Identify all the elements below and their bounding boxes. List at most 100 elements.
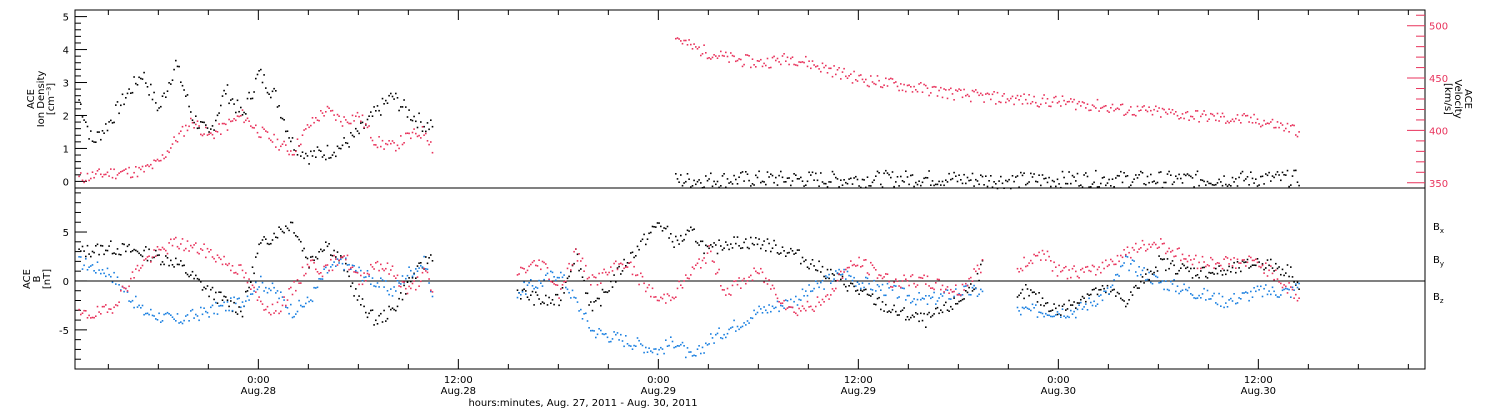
by-series-point	[658, 348, 660, 351]
by-series-point	[80, 256, 82, 258]
bx-series-point	[618, 265, 620, 268]
ion-density-series-point	[163, 92, 165, 95]
bx-series-point	[248, 286, 250, 289]
ion-density-series-point	[155, 102, 157, 104]
bx-series-point	[778, 253, 780, 255]
bx-series-point	[663, 227, 665, 229]
ion-density-series-point	[220, 104, 222, 107]
velocity-series-point	[1298, 131, 1300, 133]
velocity-series-point	[1163, 108, 1165, 111]
velocity-series-point	[948, 88, 950, 91]
by-series-point	[841, 273, 844, 275]
ion-density-series-point	[1243, 179, 1245, 182]
bz-series-point	[366, 272, 369, 275]
velocity-series-point	[180, 130, 182, 132]
ion-density-series-point	[885, 169, 887, 172]
by-series-point	[1098, 295, 1100, 297]
velocity-series-point	[373, 144, 375, 146]
bx-series-point	[835, 280, 837, 282]
velocity-series-point	[1285, 127, 1287, 130]
by-series-point	[693, 354, 695, 357]
bz-series-point	[715, 273, 717, 275]
bx-series-point	[786, 252, 789, 254]
by-series-point	[621, 340, 624, 342]
ion-density-series-point	[843, 179, 845, 181]
bx-series-point	[146, 259, 149, 262]
bx-series-point	[796, 249, 799, 251]
velocity-series-point	[1145, 109, 1147, 111]
bz-series-point	[716, 271, 719, 274]
bz-series-point	[176, 245, 179, 248]
bz-series-point	[308, 265, 310, 268]
bz-series-point	[1273, 278, 1275, 281]
ion-density-series-point	[200, 121, 202, 123]
bz-series-point	[931, 287, 934, 289]
bx-series-point	[1146, 268, 1149, 271]
bz-series-point	[588, 276, 590, 279]
bz-series-point	[321, 275, 324, 278]
velocity-series-point	[246, 117, 249, 120]
bz-series-point	[1241, 259, 1244, 261]
velocity-series-point	[898, 89, 900, 92]
velocity-series-point	[1091, 104, 1094, 106]
by-series-point	[258, 286, 260, 288]
bz-series-point	[1108, 264, 1110, 266]
bx-series-point	[1151, 273, 1154, 275]
ion-density-series-point	[83, 119, 85, 121]
by-series-point	[586, 320, 589, 322]
ion-density-series-point	[1098, 186, 1100, 188]
bx-series-point	[855, 290, 857, 292]
bx-series-point	[578, 269, 580, 272]
bx-series-point	[541, 301, 544, 303]
by-series-point	[680, 343, 682, 346]
ion-density-series-point	[1113, 186, 1115, 188]
by-series-point	[981, 290, 984, 293]
bx-series-point	[585, 292, 587, 294]
by-series-point	[690, 351, 692, 353]
bz-series-point	[150, 261, 152, 263]
bx-series-point	[1266, 259, 1269, 261]
velocity-series-point	[1046, 98, 1049, 100]
by-series-point	[606, 336, 609, 339]
bx-series-point	[968, 286, 970, 289]
velocity-series-point	[1196, 110, 1199, 112]
bz-series-point	[920, 276, 922, 279]
bz-series-point	[956, 293, 959, 296]
ion-density-series-point	[1276, 171, 1279, 173]
bx-series-point	[765, 250, 767, 252]
top-left-ylabel-line3: [cm⁻³]	[46, 83, 57, 115]
by-series-point	[1190, 293, 1192, 295]
by-series-point	[186, 314, 189, 316]
velocity-series-point	[370, 136, 372, 139]
by-series-point	[1235, 302, 1237, 305]
velocity-series-point	[315, 117, 317, 119]
bx-series-point	[216, 302, 219, 304]
bx-series-point	[733, 236, 735, 238]
bx-series-point	[966, 291, 969, 294]
by-series-point	[941, 295, 944, 297]
by-series-point	[1213, 292, 1215, 295]
ion-density-series-point	[1015, 176, 1017, 178]
ion-density-series-point	[290, 140, 292, 143]
by-series-point	[853, 276, 855, 279]
bz-series-point	[168, 242, 170, 244]
by-series-point	[630, 345, 632, 347]
bx-series-point	[196, 277, 199, 280]
bz-series-point	[320, 272, 322, 274]
bx-series-point	[1236, 261, 1239, 263]
ion-density-series-point	[223, 89, 225, 92]
velocity-series-point	[820, 70, 822, 73]
velocity-series-point	[833, 65, 835, 67]
bx-series-point	[566, 277, 569, 280]
velocity-series-point	[1195, 110, 1197, 112]
bx-series-point	[608, 290, 610, 292]
velocity-series-point	[1095, 107, 1097, 109]
bz-series-point	[940, 288, 942, 291]
velocity-series-point	[1193, 118, 1195, 120]
bz-series-point	[686, 277, 689, 279]
bx-series-point	[893, 304, 895, 307]
velocity-series-point	[116, 174, 119, 176]
by-series-point	[360, 269, 362, 272]
ion-density-series-point	[1241, 170, 1244, 173]
ion-density-series-point	[1063, 176, 1065, 179]
